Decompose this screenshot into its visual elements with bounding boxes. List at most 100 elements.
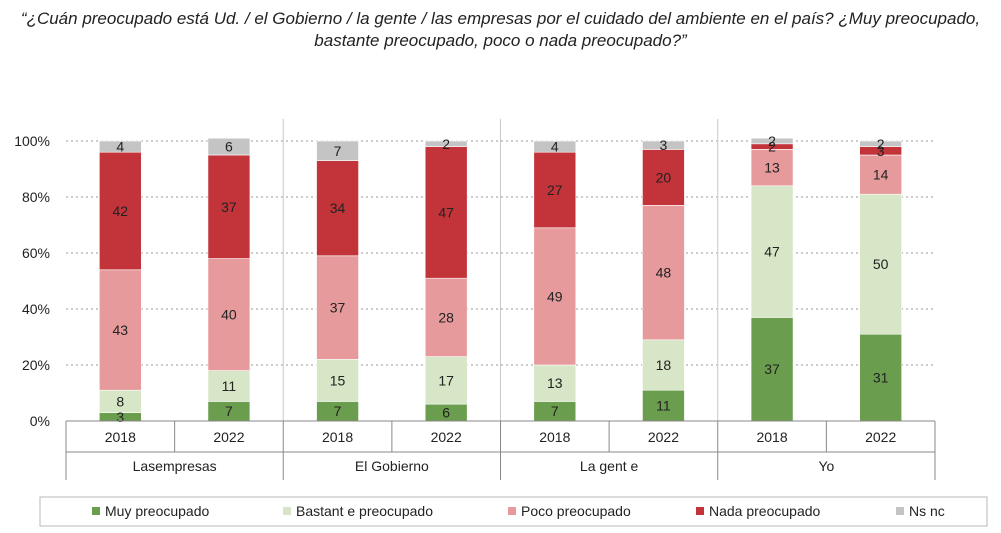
bar-segment bbox=[99, 140, 142, 153]
data-label: 14 bbox=[873, 167, 889, 183]
data-label: 2 bbox=[768, 133, 776, 149]
bar-segment bbox=[99, 151, 142, 271]
y-tick-label: 40% bbox=[22, 301, 50, 317]
data-label: 17 bbox=[438, 372, 454, 388]
legend-swatch bbox=[896, 507, 904, 515]
bar-segment bbox=[316, 140, 359, 161]
data-label: 2 bbox=[877, 136, 885, 152]
data-label: 37 bbox=[330, 300, 346, 316]
group-label: Yo bbox=[818, 458, 834, 474]
bar-segment bbox=[642, 389, 685, 422]
x-tick-label: 2018 bbox=[105, 429, 136, 445]
bar-segment bbox=[533, 364, 577, 402]
data-label: 11 bbox=[656, 398, 671, 414]
y-tick-label: 20% bbox=[22, 357, 50, 373]
bar-segment bbox=[316, 160, 359, 257]
x-tick-label: 2022 bbox=[213, 429, 244, 445]
y-tick-label: 100% bbox=[14, 133, 50, 149]
data-label: 18 bbox=[656, 357, 672, 373]
bar-segment bbox=[750, 317, 794, 422]
bar-segment bbox=[424, 140, 468, 147]
data-label: 27 bbox=[547, 182, 563, 198]
bar-segment bbox=[859, 193, 902, 335]
chart-title: “¿Cuán preocupado está Ud. / el Gobierno… bbox=[20, 9, 981, 50]
bar-segment bbox=[533, 140, 577, 153]
x-tick-label: 2022 bbox=[431, 429, 462, 445]
legend-swatch bbox=[283, 507, 291, 515]
x-tick-label: 2022 bbox=[648, 429, 679, 445]
data-label: 31 bbox=[873, 370, 889, 386]
data-label: 4 bbox=[116, 139, 124, 155]
bar-segment bbox=[207, 137, 251, 156]
x-tick-label: 2018 bbox=[756, 429, 787, 445]
bar-segment bbox=[207, 258, 251, 371]
data-label: 3 bbox=[116, 409, 124, 425]
legend-label: Bastant e preocupado bbox=[296, 503, 433, 519]
bar-segment bbox=[99, 269, 142, 391]
data-label: 34 bbox=[330, 200, 346, 216]
y-tick-label: 60% bbox=[22, 245, 50, 261]
data-label: 6 bbox=[225, 139, 233, 155]
bar-segment bbox=[207, 370, 251, 402]
legend-swatch bbox=[92, 507, 100, 515]
data-label: 2 bbox=[768, 139, 776, 155]
group-label: La gent e bbox=[580, 458, 639, 474]
bar-segment bbox=[533, 227, 577, 366]
data-label: 13 bbox=[764, 160, 780, 176]
legend-swatch bbox=[696, 507, 704, 515]
data-label: 2 bbox=[442, 136, 450, 152]
bar-segment bbox=[424, 277, 468, 357]
bar-segment bbox=[750, 137, 794, 145]
bar-segment bbox=[316, 255, 359, 360]
data-label: 6 bbox=[442, 405, 450, 421]
bar-segment bbox=[642, 149, 685, 206]
data-label: 11 bbox=[222, 378, 237, 394]
data-label: 13 bbox=[547, 375, 563, 391]
data-label: 8 bbox=[116, 393, 124, 409]
data-label: 28 bbox=[438, 309, 454, 325]
legend-label: Ns nc bbox=[909, 503, 945, 519]
data-label: 3 bbox=[877, 143, 885, 159]
data-label: 49 bbox=[547, 288, 563, 304]
data-label: 15 bbox=[330, 372, 346, 388]
legend-swatch bbox=[508, 507, 516, 515]
y-tick-label: 80% bbox=[22, 189, 50, 205]
data-label: 4 bbox=[551, 139, 559, 155]
bar-segment bbox=[316, 359, 359, 402]
bar-segment bbox=[859, 140, 902, 147]
data-label: 7 bbox=[551, 403, 559, 419]
bar-segment bbox=[750, 185, 794, 318]
bar-segment bbox=[533, 151, 577, 229]
x-tick-label: 2022 bbox=[865, 429, 896, 445]
data-label: 42 bbox=[113, 203, 129, 219]
x-tick-label: 2018 bbox=[539, 429, 570, 445]
data-label: 47 bbox=[438, 204, 454, 220]
data-label: 7 bbox=[334, 143, 342, 159]
bar-segment bbox=[642, 339, 685, 391]
data-label: 37 bbox=[764, 361, 780, 377]
data-label: 43 bbox=[113, 322, 129, 338]
bar-segment bbox=[424, 356, 468, 405]
bar-segment bbox=[424, 146, 468, 279]
bar-segment bbox=[642, 205, 685, 341]
bar-segment bbox=[207, 154, 251, 259]
data-label: 3 bbox=[660, 137, 668, 153]
data-label: 40 bbox=[221, 307, 237, 323]
data-label: 20 bbox=[656, 169, 672, 185]
legend-label: Muy preocupado bbox=[105, 503, 210, 519]
data-label: 48 bbox=[656, 265, 672, 281]
group-label: Lasempresas bbox=[133, 458, 217, 474]
data-label: 47 bbox=[764, 244, 780, 260]
bar-segment bbox=[642, 140, 685, 150]
data-label: 37 bbox=[221, 199, 237, 215]
data-label: 50 bbox=[873, 256, 889, 272]
data-label: 7 bbox=[225, 403, 233, 419]
legend-label: Nada preocupado bbox=[709, 503, 821, 519]
y-tick-label: 0% bbox=[30, 413, 50, 429]
x-tick-label: 2018 bbox=[322, 429, 353, 445]
data-label: 7 bbox=[334, 403, 342, 419]
legend-label: Poco preocupado bbox=[521, 503, 631, 519]
bar-segment bbox=[750, 149, 794, 187]
group-label: El Gobierno bbox=[355, 458, 429, 474]
